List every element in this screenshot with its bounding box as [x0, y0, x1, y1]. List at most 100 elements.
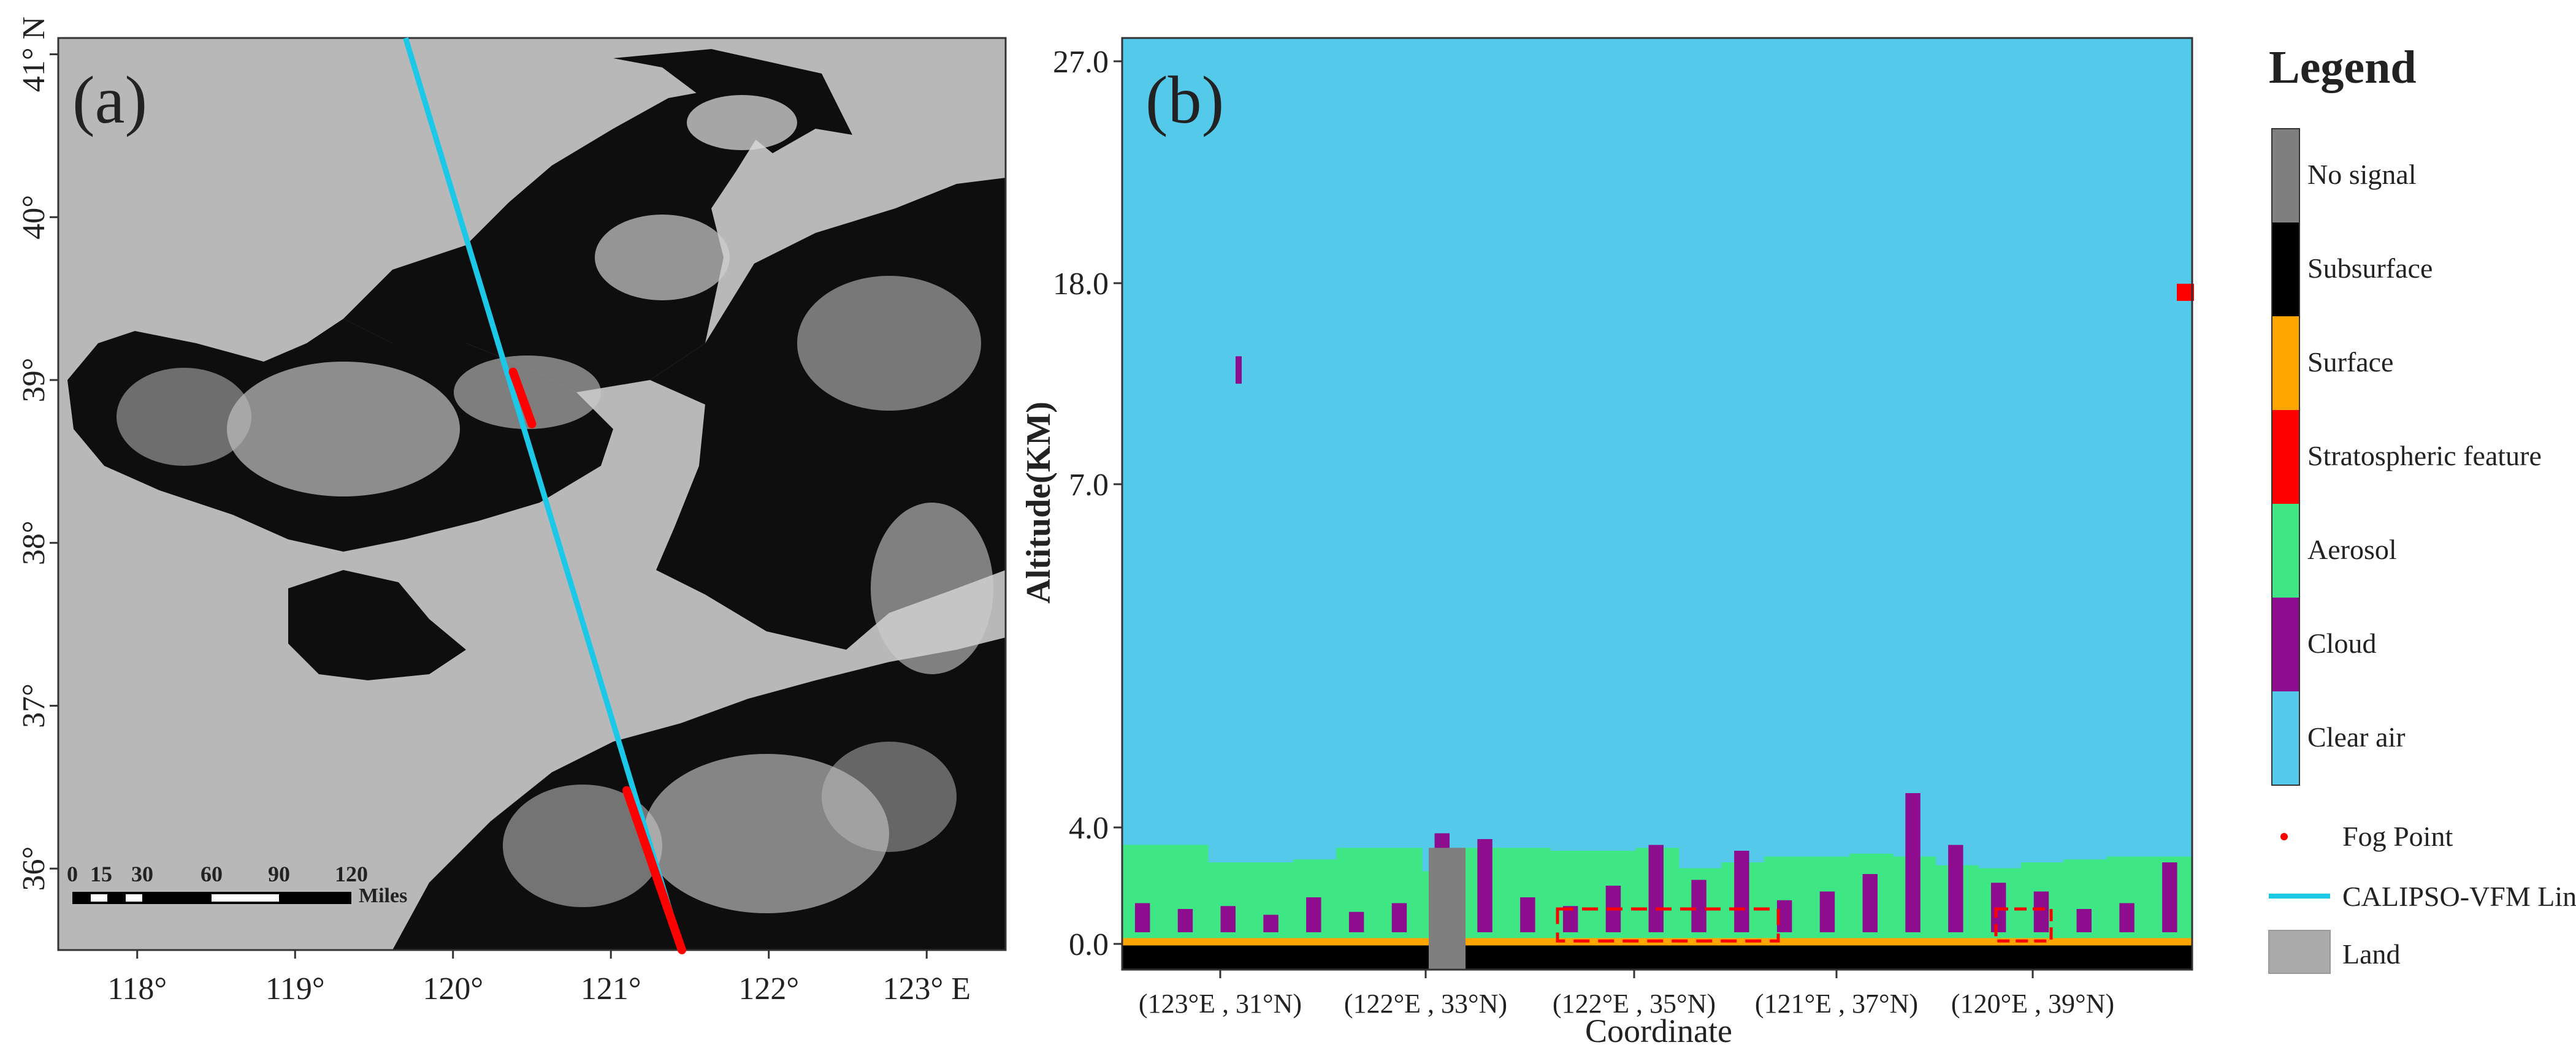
lat-tick-label: 41° N	[17, 17, 52, 92]
scale-tick-label: 60	[201, 862, 223, 886]
scale-tick-label: 90	[268, 862, 290, 886]
cloud-column	[1648, 845, 1664, 932]
cloud-column	[1134, 903, 1150, 932]
scale-tick-label: 15	[90, 862, 112, 886]
plot-frame	[1121, 37, 2193, 971]
x-tick-label: (122°E , 35°N)	[1553, 989, 1716, 1019]
x-tick-label: (123°E , 31°N)	[1139, 989, 1302, 1019]
lat-tick-label: 38°	[17, 520, 52, 565]
land-bohai-south	[288, 570, 466, 680]
legend-swatch	[2272, 410, 2299, 504]
y-axis-label: Altitude(KM)	[1020, 401, 1058, 604]
legend-item-label: Stratospheric feature	[2307, 440, 2542, 471]
x-tick-label: (122°E , 33°N)	[1344, 989, 1507, 1019]
vfm-layers	[1122, 283, 2194, 970]
legend-swatch	[2272, 129, 2299, 222]
y-tick-label: 0.0	[1069, 927, 1109, 962]
cloud-column	[1263, 914, 1278, 932]
legend-swatch	[2272, 222, 2299, 316]
cloud-column	[1905, 793, 1921, 932]
legend: Legend No signal Subsurface Surface Stratos…	[2268, 42, 2576, 974]
lat-tick-label: 40°	[17, 195, 52, 240]
fog-patch	[687, 95, 797, 150]
legend-item-label: Clear air	[2307, 721, 2406, 753]
cloud-column	[1862, 874, 1878, 932]
fog-box	[1556, 907, 1780, 943]
cloud-column	[2162, 862, 2177, 932]
upper-cloud-mark	[1236, 356, 1242, 384]
land-liaoning	[343, 86, 766, 392]
cloud-column	[1819, 891, 1835, 932]
panel-b-label: (b)	[1145, 63, 1224, 137]
cloud-column	[1948, 845, 1963, 932]
y-tick-label: 27.0	[1053, 45, 1109, 80]
extra-legend-label: CALIPSO-VFM Line	[2342, 881, 2576, 912]
lon-tick-label: 119°	[266, 971, 325, 1006]
fog-box	[1994, 907, 2053, 943]
lon-tick-label: 120°	[422, 971, 483, 1006]
y-tick-label: 18.0	[1053, 267, 1109, 302]
x-tick-label: (120°E , 39°N)	[1951, 989, 2114, 1019]
lat-tick-label: 37°	[17, 683, 52, 728]
panel-a-map: 118° 119° 120° 121° 122° 123° E 41° N 40° 39° 38°…	[17, 17, 1007, 1006]
legend-item-label: Subsurface	[2307, 253, 2433, 284]
cloud-column	[2119, 903, 2135, 932]
legend-swatch	[2272, 691, 2299, 785]
panel-b-chart: 0.0 4.0 7.0 18.0 27.0 (123°E , 31°N) (122°E , …	[1020, 37, 2194, 1049]
no-signal-block	[1429, 848, 1466, 970]
fog-patch	[227, 362, 460, 496]
x-tick-label: (121°E , 37°N)	[1755, 989, 1918, 1019]
cloud-column	[1306, 897, 1321, 932]
fog-patch	[871, 503, 993, 674]
lon-tick-label: 121°	[581, 971, 641, 1006]
fog-patch	[454, 355, 601, 429]
legend-item-label: Aerosol	[2307, 534, 2397, 565]
fog-patch	[797, 276, 981, 411]
cloud-column	[1691, 880, 1707, 932]
calipso-track-line	[403, 37, 685, 951]
cloud-column	[1734, 851, 1749, 932]
fog-patch	[822, 742, 957, 852]
land-symbol	[2268, 930, 2331, 974]
y-tick-label: 7.0	[1069, 468, 1109, 503]
clear-air-background	[1122, 38, 2192, 970]
scale-tick-label: 0	[67, 862, 78, 886]
subsurface-band	[1122, 945, 2192, 970]
fog-patch	[503, 785, 662, 907]
legend-item-label: Cloud	[2307, 628, 2376, 659]
stratospheric-feature-mark	[2177, 283, 2194, 301]
legend-colorbar-frame	[2271, 128, 2300, 786]
legend-swatch	[2272, 316, 2299, 410]
lat-tick-label: 36°	[17, 846, 52, 891]
extra-legend-label: Fog Point	[2342, 821, 2453, 852]
fog-segment	[508, 367, 537, 428]
cloud-column	[1220, 906, 1236, 932]
cloud-column	[1177, 909, 1193, 932]
fog-patch	[117, 368, 251, 466]
cloud-column	[2076, 909, 2092, 932]
fog-point-symbol	[2280, 833, 2288, 840]
legend-swatch	[2272, 598, 2299, 691]
lon-tick-label: 122°	[738, 971, 799, 1006]
cloud-column	[2033, 891, 2049, 932]
lon-tick-label: 123° E	[882, 971, 971, 1006]
cloud-column	[1520, 897, 1535, 932]
scale-tick-label: 30	[131, 862, 153, 886]
fog-patch	[595, 215, 730, 300]
scale-tick-label: 120	[335, 862, 368, 886]
fog-segment	[622, 786, 687, 954]
legend-title: Legend	[2269, 42, 2417, 93]
panel-a-label: (a)	[72, 63, 147, 137]
legend-item-label: No signal	[2307, 159, 2417, 190]
lon-tick-label: 118°	[107, 971, 167, 1006]
cloud-column	[1391, 903, 1407, 932]
y-tick-label: 4.0	[1069, 811, 1109, 846]
lat-tick-label: 39°	[17, 358, 52, 403]
map-frame	[57, 37, 1007, 951]
cloud-column	[1477, 839, 1492, 932]
cloud-column	[1348, 911, 1364, 932]
scale-unit-label: Miles	[359, 884, 407, 907]
legend-swatch	[2272, 504, 2299, 598]
